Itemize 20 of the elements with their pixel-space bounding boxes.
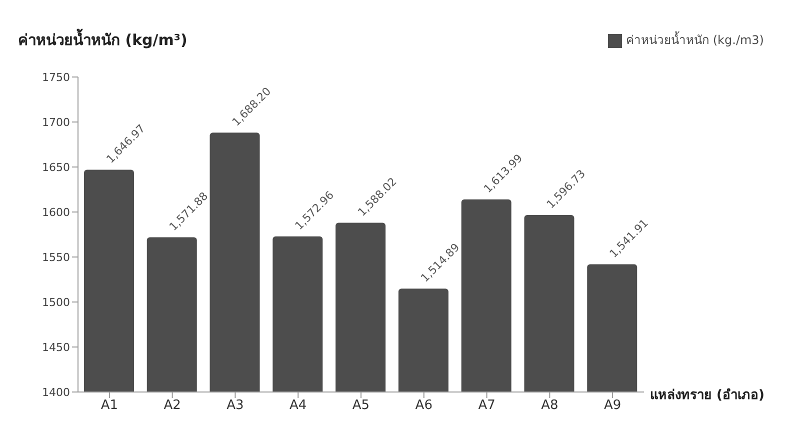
y-tick-label: 1400	[42, 386, 70, 399]
x-tick-label: A1	[100, 398, 118, 414]
y-tick-label: 1650	[42, 160, 70, 174]
y-tick-label: 1600	[42, 206, 70, 219]
x-tick-label: A4	[290, 398, 307, 414]
y-tick-label: 1700	[42, 116, 70, 129]
x-axis-title: แหล่งทราย (อำเภอ)	[650, 387, 764, 405]
y-tick-label: 1500	[42, 296, 70, 309]
x-tick-label: A9	[604, 398, 622, 414]
x-tick-label: A2	[164, 398, 181, 414]
x-tick-label: A3	[226, 398, 244, 414]
legend-label: ค่าหน่วยน้ำหนัก (kg./m3)	[626, 33, 764, 47]
y-tick-label: 1450	[42, 340, 70, 354]
x-tick-label: A7	[478, 398, 496, 414]
x-tick-label: A8	[541, 398, 558, 414]
y-tick-label: 1550	[42, 250, 70, 264]
y-axis-title: ค่าหน่วยน้ำหนัก (kg/m³)	[18, 28, 188, 51]
x-tick-label: A6	[415, 398, 432, 414]
x-tick-label: A5	[352, 398, 370, 414]
y-tick-label: 1750	[42, 70, 70, 84]
